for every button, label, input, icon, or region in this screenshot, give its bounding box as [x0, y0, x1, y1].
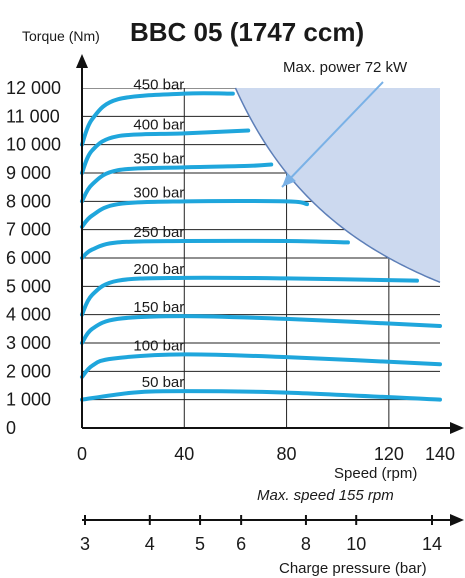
secondary-axis-arrowhead — [450, 514, 464, 526]
secondary-tick-label: 3 — [80, 534, 90, 554]
max-power-region — [234, 81, 441, 283]
x-tick-label: 0 — [77, 444, 87, 464]
max-speed-note: Max. speed 155 rpm — [257, 487, 394, 504]
curve-100-bar — [80, 352, 442, 379]
max-power-arrow — [281, 81, 384, 188]
series-label: 100 bar — [133, 337, 184, 354]
series-label: 450 bar — [133, 77, 184, 94]
axes — [76, 54, 464, 526]
curve-300-bar — [80, 198, 310, 229]
y-tick-label: 11 000 — [6, 106, 60, 126]
y-tick-label: 5 000 — [6, 276, 51, 296]
max-power-label: Max. power 72 kW — [283, 59, 408, 76]
x-tick-label: 40 — [174, 444, 194, 464]
series-label: 350 bar — [133, 150, 184, 167]
x-tick-label: 140 — [425, 444, 455, 464]
secondary-tick-label: 8 — [301, 534, 311, 554]
secondary-axis-label: Charge pressure (bar) — [279, 560, 427, 577]
x-axis-label: Speed (rpm) — [334, 465, 417, 482]
secondary-tick-label: 14 — [422, 534, 442, 554]
curve-200-bar — [80, 275, 419, 317]
grid-lines — [82, 88, 440, 428]
chart-title: BBC 05 (1747 ccm) — [130, 17, 364, 47]
curve-450-bar — [80, 91, 235, 147]
secondary-tick-label: 4 — [145, 534, 155, 554]
series-label: 400 bar — [133, 116, 184, 133]
curve-350-bar — [80, 162, 274, 204]
y-tick-label: 4 000 — [6, 305, 51, 325]
x-tick-label: 120 — [374, 444, 404, 464]
series-label: 200 bar — [133, 261, 184, 278]
y-tick-label: 9 000 — [6, 163, 51, 183]
max-power-curve — [234, 87, 441, 283]
series-group: 50 bar 100 bar 150 bar 200 bar 250 bar 300 ba… — [80, 77, 442, 402]
y-tick-label: 8 000 — [6, 191, 51, 211]
y-tick-label: 12 000 — [6, 78, 61, 98]
y-tick-label: 2 000 — [6, 361, 51, 381]
curve-50-bar — [80, 389, 442, 402]
secondary-tick-label: 5 — [195, 534, 205, 554]
curve-250-bar — [80, 238, 350, 260]
series-label: 50 bar — [142, 374, 185, 391]
y-axis-label: Torque (Nm) — [22, 28, 100, 44]
y-axis-arrowhead — [76, 54, 88, 68]
x-tick-label: 80 — [277, 444, 297, 464]
y-tick-label: 7 000 — [6, 220, 51, 240]
secondary-tick-label: 10 — [346, 534, 366, 554]
series-label: 300 bar — [133, 184, 184, 201]
y-tick-label: 6 000 — [6, 248, 51, 268]
y-tick-label: 10 000 — [6, 135, 61, 155]
y-tick-label: 3 000 — [6, 333, 51, 353]
curve-400-bar — [80, 128, 251, 175]
series-label: 150 bar — [133, 299, 184, 316]
curve-150-bar — [80, 314, 442, 345]
secondary-tick-label: 6 — [236, 534, 246, 554]
series-label: 250 bar — [133, 224, 184, 241]
y-tick-label: 0 — [6, 418, 16, 438]
tick-labels: 0 40 80 120 140 0 1 000 2 000 3 000 4 000 5 000 6 0… — [6, 78, 455, 554]
max-power-arrowhead — [282, 172, 297, 187]
x-axis-arrowhead — [450, 422, 464, 434]
y-tick-label: 1 000 — [6, 390, 51, 410]
